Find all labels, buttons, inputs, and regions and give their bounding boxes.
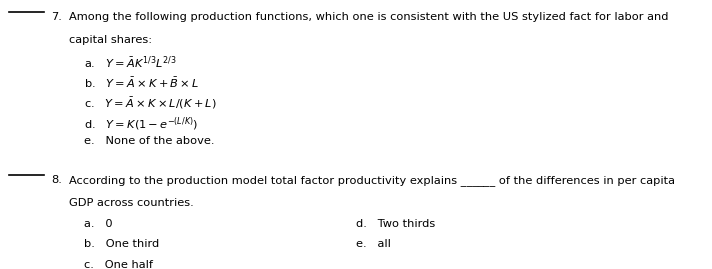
- Text: b.   $Y = \bar{A} \times K + \bar{B} \times L$: b. $Y = \bar{A} \times K + \bar{B} \time…: [84, 75, 199, 90]
- Text: d.   Two thirds: d. Two thirds: [356, 219, 435, 229]
- Text: d.   $Y = K(1 - e^{-(L/K)})$: d. $Y = K(1 - e^{-(L/K)})$: [84, 116, 198, 133]
- Text: e.   None of the above.: e. None of the above.: [84, 136, 214, 146]
- Text: capital shares:: capital shares:: [69, 35, 152, 45]
- Text: GDP across countries.: GDP across countries.: [69, 198, 194, 208]
- Text: b.   One third: b. One third: [84, 239, 159, 249]
- Text: Among the following production functions, which one is consistent with the US st: Among the following production functions…: [69, 12, 669, 22]
- Text: a.   $Y = \bar{A}K^{1/3}L^{2/3}$: a. $Y = \bar{A}K^{1/3}L^{2/3}$: [84, 55, 177, 71]
- Text: 8.: 8.: [51, 175, 62, 185]
- Text: e.   all: e. all: [356, 239, 391, 249]
- Text: c.   One half: c. One half: [84, 260, 153, 269]
- Text: According to the production model total factor productivity explains ______ of t: According to the production model total …: [69, 175, 675, 186]
- Text: 7.: 7.: [51, 12, 62, 22]
- Text: a.   0: a. 0: [84, 219, 112, 229]
- Text: c.   $Y = \bar{A} \times K \times L/(K + L)$: c. $Y = \bar{A} \times K \times L/(K + L…: [84, 95, 216, 111]
